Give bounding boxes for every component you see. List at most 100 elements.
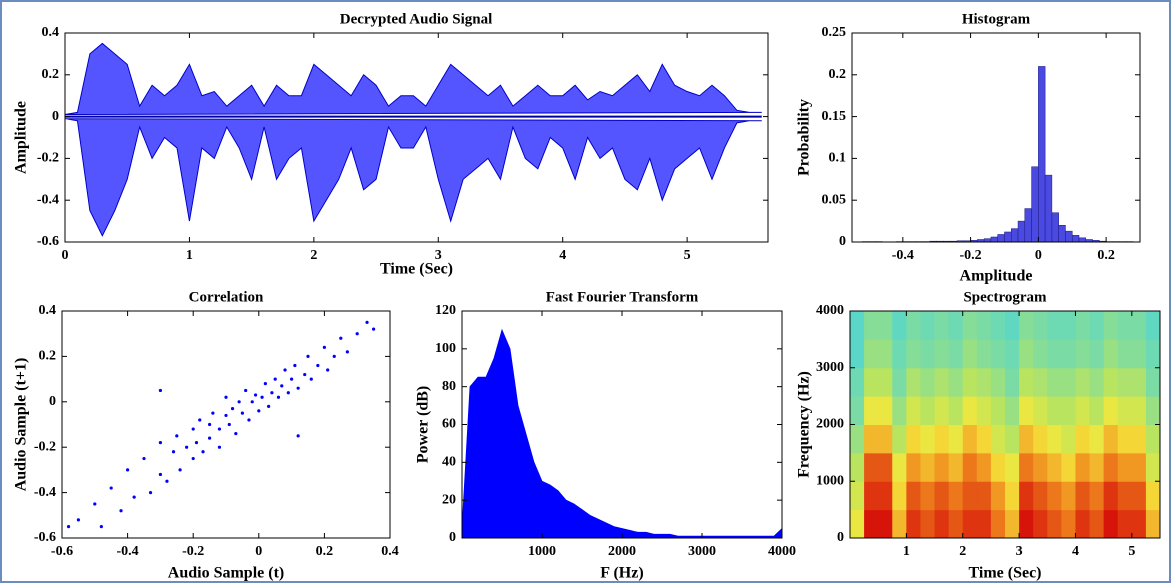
scatter-point xyxy=(93,502,97,506)
spectrogram-cell xyxy=(864,509,879,539)
spectrogram-cell xyxy=(1145,311,1161,340)
spectrogram-cell xyxy=(1047,452,1062,482)
spectrogram-cell xyxy=(1047,424,1062,454)
y-tick-label: 0 xyxy=(52,109,59,124)
scatter-point xyxy=(230,407,235,411)
spectrogram-cell xyxy=(1075,424,1091,454)
spectrogram-cell xyxy=(906,481,921,511)
histogram-bar xyxy=(1071,235,1080,243)
y-tick-label: -0.2 xyxy=(37,151,59,166)
histogram-bar xyxy=(1038,66,1046,243)
spectrogram-cell xyxy=(976,509,992,539)
spectrogram-cell xyxy=(948,396,964,425)
spectrogram-cell xyxy=(1089,396,1105,425)
y-tick-label: 80 xyxy=(442,379,456,394)
y-tick-label: -0.2 xyxy=(34,439,56,454)
y-tick-label: 0.2 xyxy=(829,67,847,82)
spectrogram-cell xyxy=(962,311,978,340)
axes-frame xyxy=(851,32,1141,243)
spectrogram-cell xyxy=(1103,396,1119,425)
spectrogram-cell xyxy=(976,452,992,482)
spectrogram-cell xyxy=(906,452,921,482)
spectrogram-cell xyxy=(1005,481,1020,511)
y-tick-label: 1000 xyxy=(816,473,844,488)
y-tick-label: 0 xyxy=(839,234,846,249)
spectrogram-cell xyxy=(1145,396,1161,425)
spectrogram-cell xyxy=(864,481,879,511)
spectrogram-cell xyxy=(1075,452,1091,482)
spectrogram-cell xyxy=(1061,509,1076,539)
scatter-point xyxy=(280,384,284,388)
spectrogram-cell xyxy=(920,481,936,511)
spectrogram-cell xyxy=(878,339,893,369)
scatter-point xyxy=(185,445,189,449)
spectrogram-cell xyxy=(850,396,865,425)
spectrogram-cell xyxy=(1005,452,1020,482)
scatter-point xyxy=(198,418,202,422)
spectrogram-cell xyxy=(1145,452,1161,482)
scatter-point xyxy=(126,468,130,472)
x-tick-label: 0 xyxy=(255,544,262,559)
scatter-point xyxy=(217,427,222,431)
spectrogram-cell xyxy=(1047,396,1062,425)
histogram-bar xyxy=(1044,174,1053,243)
spectrogram-cell xyxy=(1089,311,1105,340)
scatter-point xyxy=(296,434,300,438)
scatter-point xyxy=(306,354,310,358)
spectrogram-cell xyxy=(976,311,992,340)
spectrogram-cell xyxy=(1145,367,1161,397)
spectrogram-cell xyxy=(1103,424,1119,454)
spectrogram-cell xyxy=(1103,452,1119,482)
spectrogram-cell xyxy=(948,509,964,539)
x-tick-label: 0.4 xyxy=(381,544,399,559)
spectrogram-cell xyxy=(920,367,936,397)
scatter-point xyxy=(293,363,297,368)
scatter-point xyxy=(263,382,267,386)
x-tick-label: -0.2 xyxy=(960,248,982,263)
spectrogram-cell xyxy=(906,367,921,397)
histogram-bar xyxy=(1017,220,1026,243)
y-tick-label: 0.1 xyxy=(829,151,847,166)
spectrogram-cell xyxy=(1089,452,1105,482)
scatter-point xyxy=(326,368,330,372)
spectrogram-cell xyxy=(1117,509,1133,539)
spectrogram-cell xyxy=(1117,452,1133,482)
scatter-point xyxy=(99,525,103,529)
spectrogram-cell xyxy=(1061,311,1076,340)
spectrogram-cell xyxy=(948,339,964,369)
spectrogram-cell xyxy=(976,481,992,511)
spectrogram-cell xyxy=(990,424,1006,454)
spectrogram-cell xyxy=(1117,481,1133,511)
y-tick-label: 0 xyxy=(837,530,844,545)
scatter-point xyxy=(290,377,294,381)
spectrogram-cell xyxy=(1103,311,1119,340)
spectrogram-cell xyxy=(1131,311,1147,340)
x-tick-label: 2 xyxy=(959,544,966,559)
scatter-point xyxy=(355,332,359,336)
histogram-bar xyxy=(997,234,1005,243)
y-axis-label: Audio Sample (t+1) xyxy=(13,358,30,492)
spectrogram-cell xyxy=(1131,339,1147,369)
spectrogram-cell xyxy=(892,481,907,511)
histogram-bar xyxy=(1051,212,1059,243)
spectrogram-cell xyxy=(1019,481,1034,511)
spectrogram-cell xyxy=(850,367,865,397)
scatter-point xyxy=(234,431,238,436)
spectrogram-cell xyxy=(1033,509,1048,539)
x-tick-label: 1 xyxy=(903,544,910,559)
scatter-point xyxy=(227,422,231,427)
spectrogram-cell xyxy=(934,481,950,511)
y-tick-label: 3000 xyxy=(816,360,844,375)
spectrogram-cell xyxy=(962,424,978,454)
scatter-point xyxy=(247,418,251,422)
histogram-bar xyxy=(1078,237,1087,243)
scatter-point xyxy=(339,336,343,340)
spectrogram-cell xyxy=(850,509,865,539)
spectrogram-cell xyxy=(1131,424,1147,454)
scatter-point xyxy=(276,395,281,399)
spectrogram-cell xyxy=(1089,339,1105,369)
y-tick-label: 0 xyxy=(49,394,56,409)
scatter-point xyxy=(76,518,80,522)
spectrogram-cell xyxy=(1019,367,1034,397)
x-tick-label: 0.2 xyxy=(1097,248,1115,263)
